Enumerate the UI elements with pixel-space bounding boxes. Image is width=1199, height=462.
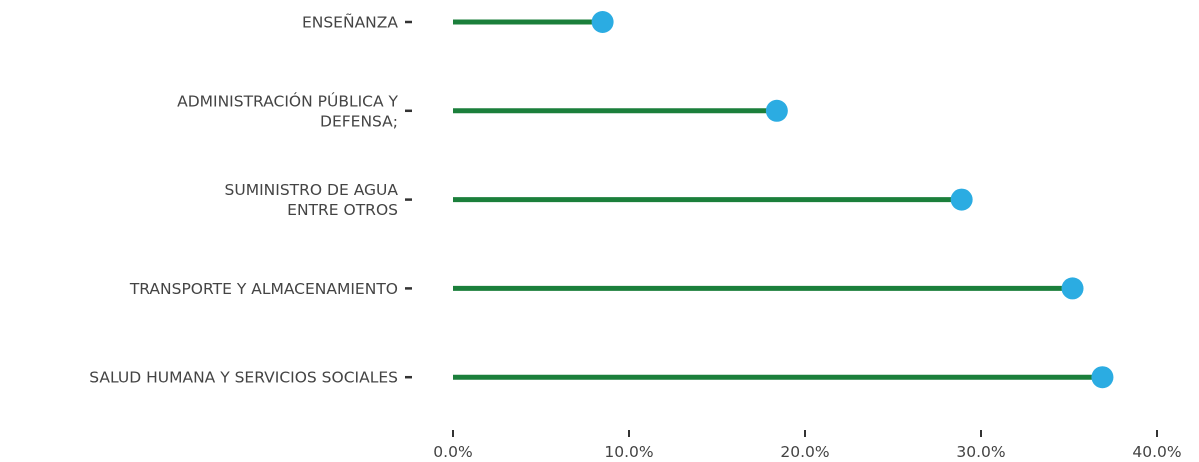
x-tick-label: 30.0%: [956, 443, 1005, 461]
lollipop-dot: [1061, 277, 1084, 300]
lollipop-dot: [1091, 366, 1114, 389]
x-tick-label: 10.0%: [604, 443, 653, 461]
y-tick-label: TRANSPORTE Y ALMACENAMIENTO: [129, 280, 398, 298]
y-tick-label: SUMINISTRO DE AGUA ENTRE OTROS: [225, 181, 399, 219]
x-tick-label: 20.0%: [780, 443, 829, 461]
y-tick-label: ENSEÑANZA: [302, 13, 398, 32]
y-tick-label: SALUD HUMANA Y SERVICIOS SOCIALES: [89, 369, 398, 387]
y-tick-label: ADMINISTRACIÓN PÚBLICA Y DEFENSA;: [177, 91, 398, 130]
x-axis: 0.0% 10.0% 20.0% 30.0% 40.0%: [433, 430, 1182, 461]
plot-marks: [453, 11, 1114, 389]
lollipop-dot: [591, 11, 614, 33]
lollipop-dot: [950, 188, 973, 211]
x-tick-label: 40.0%: [1132, 443, 1181, 461]
lollipop-dot: [765, 99, 788, 122]
y-axis: ENSEÑANZA ADMINISTRACIÓN PÚBLICA Y DEFENSA…: [89, 13, 412, 387]
x-tick-label: 0.0%: [433, 443, 472, 461]
